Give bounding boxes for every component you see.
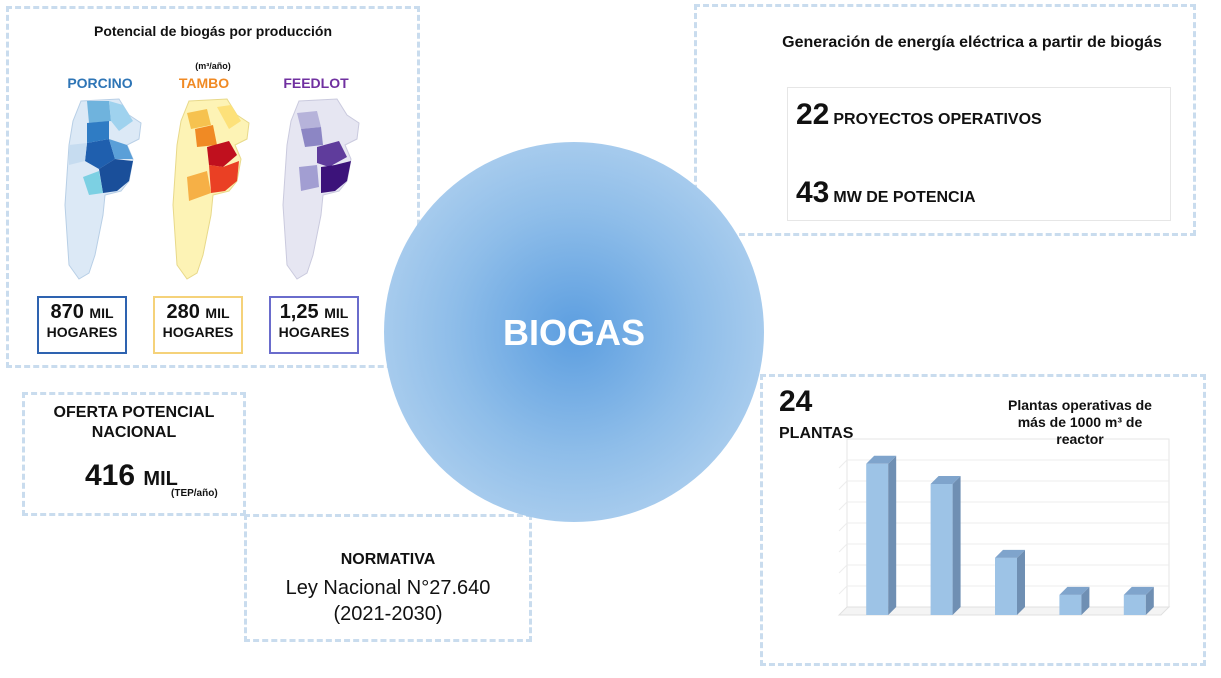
chart-bar-top [866,455,897,464]
chart-bar-front [1123,594,1146,615]
chart-bar [866,455,897,615]
chart-gridline-side [838,501,848,511]
chart-bar-front [866,463,889,615]
chart-bar-side [1081,586,1090,615]
hogares-porcino-unit: HOGARES [46,324,118,340]
normativa-period: (2021-2030) [333,603,443,625]
chart-bar-side [1145,586,1154,615]
normativa-law-name: Ley Nacional N°27.640 [285,577,491,599]
map-feedlot [282,98,360,280]
hogares-tambo-value: 280 [166,301,200,323]
potencial-unit: (m³/año) [195,61,231,71]
oferta-value: 416 MIL [85,459,178,493]
chart-bar [1123,586,1154,615]
chart-bar [995,549,1025,615]
oferta-panel: OFERTA POTENCIAL NACIONAL 416 MIL (TEP/a… [22,392,246,516]
biogas-label: BIOGAS [502,312,645,353]
chart-gridline-side [838,543,848,553]
chart-bar-top [1059,586,1090,595]
hogares-feedlot: 1,25 MIL HOGARES [269,296,359,354]
chart-bar-front [995,557,1017,615]
map-tambo [172,98,250,280]
chart-gridline-side [838,480,848,490]
hogares-feedlot-unit: HOGARES [278,324,350,340]
chart-gridline-side [838,564,848,574]
potencial-panel: Potencial de biogás por producción (m³/a… [6,6,420,368]
generacion-stats-box: 22 PROYECTOS OPERATIVOS 43 MW DE POTENCIA [787,87,1171,221]
map-label-feedlot: FEEDLOT [283,75,349,91]
hogares-porcino: 870 MIL HOGARES [37,296,127,354]
normativa-title: NORMATIVA [340,551,436,568]
normativa-panel: NORMATIVA Ley Nacional N°27.640 (2021-20… [244,514,532,642]
hogares-tambo-suffix: MIL [205,305,230,321]
map-label-porcino: PORCINO [67,75,133,91]
oferta-unit: (TEP/año) [171,488,218,499]
plantas-label: PLANTAS [779,425,854,442]
chart-bar-front [1059,594,1082,615]
proyectos-label: PROYECTOS OPERATIVOS [833,111,1042,128]
chart-bar-top [930,475,961,484]
chart-bar [1059,586,1090,615]
potencial-title: Potencial de biogás por producción [93,23,333,39]
hogares-tambo-unit: HOGARES [162,324,234,340]
potencia-stat: 43 MW DE POTENCIA [796,176,976,210]
oferta-suffix: MIL [143,468,178,490]
chart-bar-top [1123,586,1154,595]
oferta-number: 416 [85,459,136,492]
proyectos-stat: 22 PROYECTOS OPERATIVOS [796,98,1042,132]
map-label-tambo: TAMBO [178,75,230,91]
plantas-panel: 24 PLANTAS Plantas operativas de más de … [760,374,1206,666]
potencia-label: MW DE POTENCIA [833,189,976,206]
chart-gridline-side [838,522,848,532]
chart-title: Plantas operativas de más de 1000 m³ de … [1008,397,1152,447]
proyectos-number: 22 [796,98,830,131]
normativa-law: Ley Nacional N°27.640 (2021-2030) [247,575,529,627]
hogares-feedlot-suffix: MIL [324,305,349,321]
hogares-porcino-value: 870 [50,301,84,323]
chart-bar-front [930,483,953,615]
map-porcino [64,98,142,280]
chart-bar [930,475,961,615]
generacion-panel: Generación de energía eléctrica a partir… [694,4,1196,236]
potencia-number: 43 [796,176,830,209]
chart-gridline-side [838,585,848,595]
chart-bar-side [888,455,897,615]
hogares-porcino-suffix: MIL [89,305,114,321]
chart-bar-side [1017,549,1025,615]
generacion-title: Generación de energía eléctrica a partir… [782,34,1162,51]
biogas-circle: BIOGAS [384,142,764,522]
plantas-number: 24 [779,385,813,418]
oferta-title: OFERTA POTENCIAL NACIONAL [53,404,215,441]
hogares-feedlot-value: 1,25 [279,301,319,323]
plantas-bar-chart [837,438,1171,616]
chart-gridline-side [838,459,848,469]
chart-bar-top [995,549,1025,558]
hogares-tambo: 280 MIL HOGARES [153,296,243,354]
chart-bar-side [952,475,961,615]
